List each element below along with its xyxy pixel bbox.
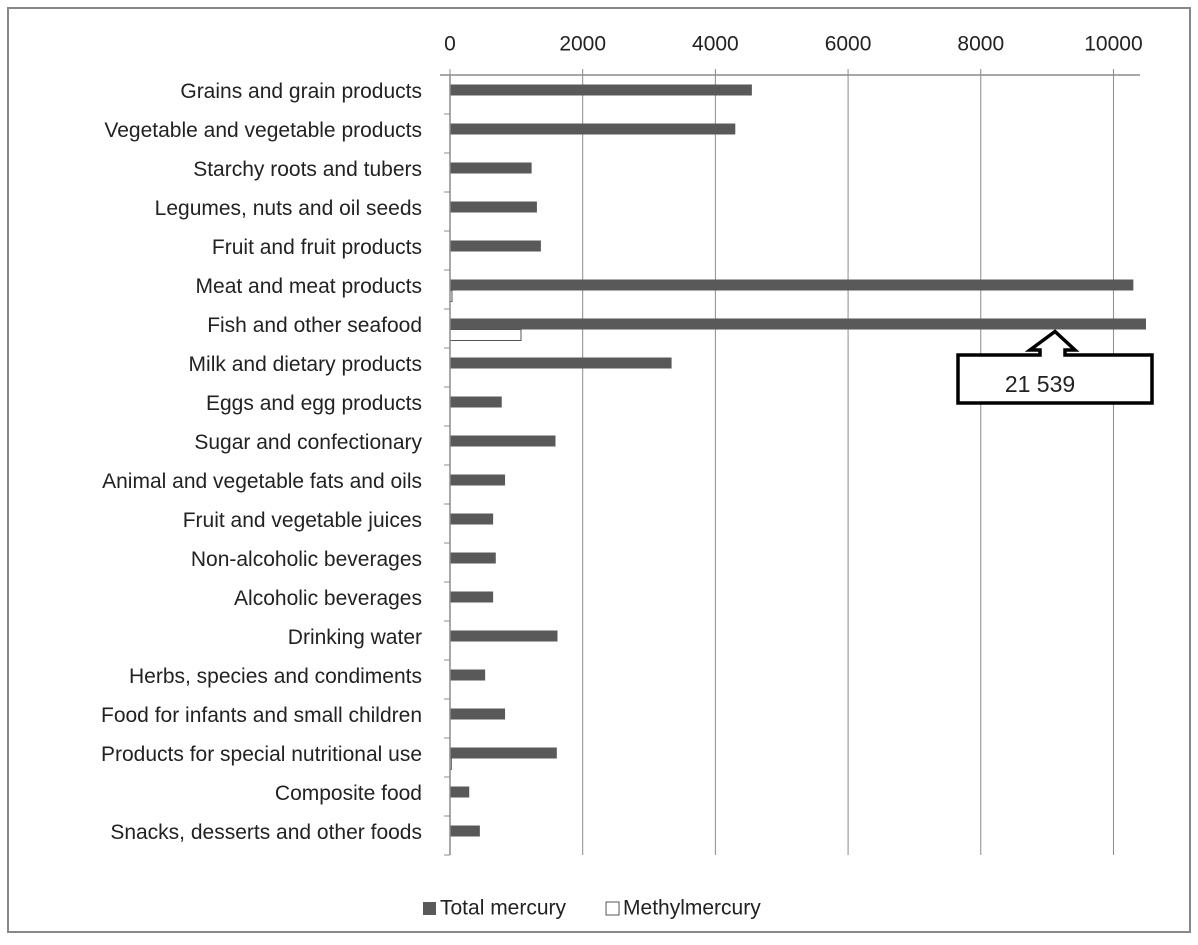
y-tick-label: Snacks, desserts and other foods	[110, 821, 422, 844]
legend-label: Methylmercury	[623, 897, 761, 920]
y-tick-label: Starchy roots and tubers	[193, 158, 422, 181]
x-tick-label: 4000	[692, 33, 739, 56]
bar	[450, 435, 556, 447]
y-tick-label: Food for infants and small children	[101, 704, 422, 727]
bar	[450, 162, 532, 174]
x-tick-label: 0	[444, 33, 456, 56]
bar	[450, 279, 1134, 291]
bar	[450, 669, 486, 681]
bar	[450, 396, 502, 408]
y-tick-label: Alcoholic beverages	[234, 587, 422, 610]
y-tick-label: Eggs and egg products	[206, 392, 422, 415]
y-tick-label: Composite food	[275, 782, 422, 805]
legend-swatch	[423, 902, 436, 915]
bar	[450, 240, 541, 252]
bar	[449, 329, 522, 341]
y-tick-label: Meat and meat products	[196, 275, 422, 298]
bar	[450, 201, 537, 213]
foreground: 0 2000 4000 6000 8000 10000 Grains and grain p…	[101, 33, 1154, 920]
y-tick-label: Vegetable and vegetable products	[104, 119, 422, 142]
y-tick-label: Animal and vegetable fats and oils	[102, 470, 422, 493]
bar	[450, 786, 470, 798]
callout	[956, 329, 1154, 405]
y-tick-label: Herbs, species and condiments	[129, 665, 422, 688]
y-tick-label: Fish and other seafood	[207, 314, 422, 337]
chart-border	[7, 7, 1191, 933]
y-tick-label: Grains and grain products	[180, 80, 422, 103]
legend-label: Total mercury	[440, 897, 567, 920]
bar	[450, 552, 496, 564]
bar	[450, 474, 506, 486]
bar	[450, 84, 752, 96]
bar	[450, 630, 558, 642]
y-tick-label: Non-alcoholic beverages	[191, 548, 422, 571]
bar	[450, 747, 557, 759]
legend-swatch	[605, 901, 620, 916]
y-tick-label: Fruit and vegetable juices	[183, 509, 422, 532]
bar	[450, 825, 480, 837]
bar	[450, 123, 736, 135]
y-tick-label: Legumes, nuts and oil seeds	[155, 197, 422, 220]
bar	[450, 513, 494, 525]
bars	[449, 84, 1146, 837]
bar	[450, 591, 494, 603]
y-tick-label: Products for special nutritional use	[101, 743, 422, 766]
y-tick-label: Fruit and fruit products	[212, 236, 422, 259]
x-tick-label: 2000	[559, 33, 606, 56]
bar	[450, 318, 1146, 330]
y-tick-label: Sugar and confectionary	[194, 431, 422, 454]
y-tick-label: Milk and dietary products	[189, 353, 422, 376]
bar	[450, 708, 506, 720]
x-tick-label: 8000	[957, 33, 1004, 56]
x-tick-label: 6000	[825, 33, 872, 56]
bar	[450, 357, 672, 369]
x-tick-label: 10000	[1084, 33, 1142, 56]
data-label: 21 539	[1005, 371, 1075, 397]
y-tick-label: Drinking water	[288, 626, 422, 649]
